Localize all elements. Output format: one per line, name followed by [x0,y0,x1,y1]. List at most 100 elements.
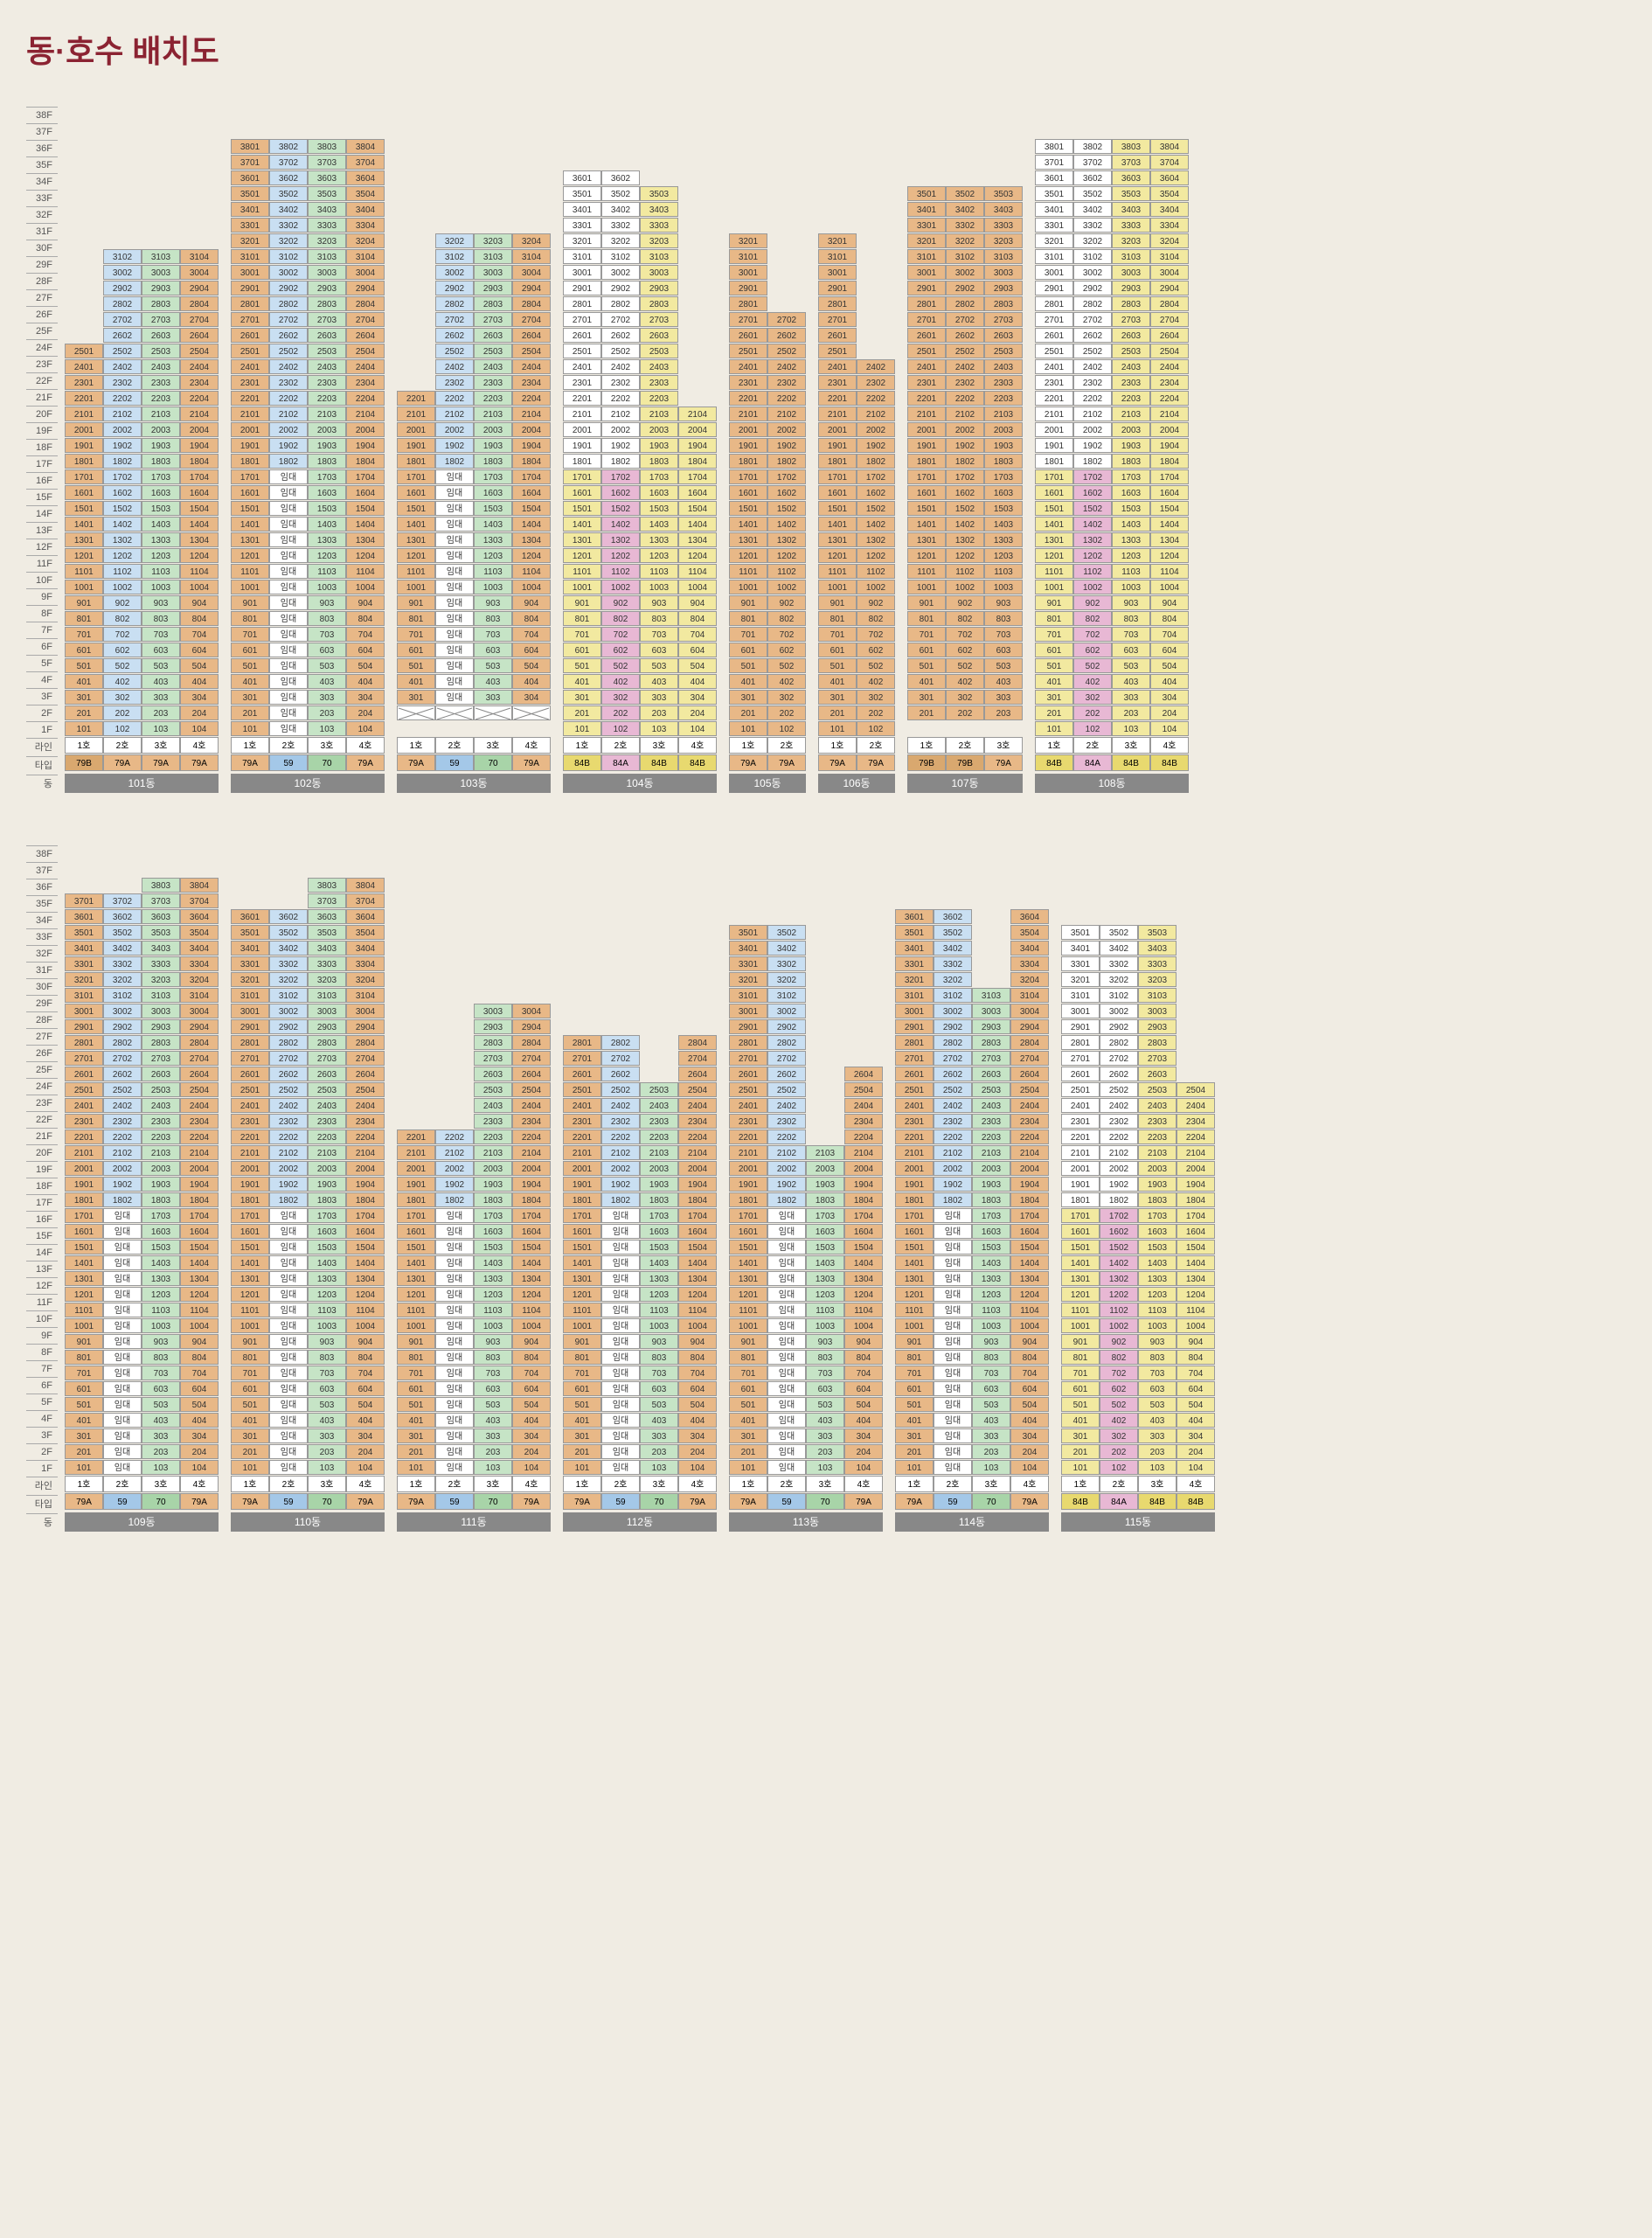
unit: 3102 [1073,249,1112,264]
unit: 2503 [142,344,180,358]
unit: 임대 [103,1381,142,1396]
unit: 임대 [269,1381,308,1396]
unit: 903 [972,1334,1010,1349]
unit [512,155,551,170]
unit: 1501 [231,1240,269,1255]
unit: 2202 [435,391,474,406]
unit: 803 [308,611,346,626]
unit: 503 [806,1397,844,1412]
unit: 3501 [907,186,946,201]
unit: 임대 [767,1460,806,1475]
type-label: 79A [984,754,1023,771]
unit: 804 [844,1350,883,1365]
unit: 1202 [767,548,806,563]
unit: 2504 [346,1082,385,1097]
floor-axis-label: 38F [26,845,58,862]
unit: 2102 [103,407,142,421]
unit: 임대 [435,548,474,563]
unit: 804 [678,611,717,626]
unit: 2102 [767,407,806,421]
unit: 3804 [346,139,385,154]
unit [678,893,717,908]
unit: 1702 [601,469,640,484]
unit: 2501 [231,344,269,358]
unit: 1901 [231,438,269,453]
unit [103,233,142,248]
unit: 2302 [1073,375,1112,390]
unit: 1303 [142,1271,180,1286]
unit: 3404 [346,941,385,956]
unit [844,1004,883,1018]
unit: 2502 [1100,1082,1138,1097]
unit: 임대 [269,1224,308,1239]
unit: 401 [1035,674,1073,689]
unit [397,359,435,374]
unit: 1301 [1061,1271,1100,1286]
building-name: 114동 [895,1512,1049,1532]
unit: 901 [397,1334,435,1349]
unit: 801 [907,611,946,626]
unit: 1301 [563,1271,601,1286]
unit: 2401 [729,1098,767,1113]
unit: 401 [729,674,767,689]
unit: 1701 [729,1208,767,1223]
unit: 201 [231,1444,269,1459]
unit [474,893,512,908]
unit: 2604 [346,328,385,343]
unit: 304 [1150,690,1189,705]
unit [678,359,717,374]
unit: 3801 [1035,139,1073,154]
unit: 2702 [767,1051,806,1066]
unit: 1303 [474,532,512,547]
unit: 2002 [435,1161,474,1176]
unit: 2504 [346,344,385,358]
unit: 1604 [180,485,219,500]
unit: 3702 [1073,155,1112,170]
unit: 901 [231,595,269,610]
unit [984,155,1023,170]
unit: 1004 [678,1318,717,1333]
unit [563,1004,601,1018]
unit: 1602 [767,485,806,500]
floor-axis-label: 11F [26,1294,58,1310]
unit: 501 [397,658,435,673]
unit: 3104 [180,249,219,264]
unit [678,375,717,390]
unit: 1101 [231,1303,269,1317]
type-label: 79A [512,754,551,771]
unit [180,155,219,170]
unit [1177,893,1215,908]
unit: 3002 [934,1004,972,1018]
unit: 103 [1138,1460,1177,1475]
unit: 2802 [1100,1035,1138,1050]
unit: 3401 [895,941,934,956]
unit: 3201 [907,233,946,248]
unit: 1203 [308,548,346,563]
unit: 3202 [1073,233,1112,248]
unit: 1104 [1177,1303,1215,1317]
floor-axis-label: 18F [26,439,58,455]
unit: 804 [1010,1350,1049,1365]
unit: 임대 [269,1460,308,1475]
unit: 104 [1010,1460,1049,1475]
type-label: 59 [934,1493,972,1510]
unit: 1003 [474,580,512,594]
unit: 401 [65,1413,103,1428]
unit: 3704 [180,893,219,908]
unit: 904 [1177,1334,1215,1349]
unit [767,202,806,217]
unit: 3602 [269,170,308,185]
unit: 2801 [563,296,601,311]
unit: 2204 [512,1129,551,1144]
unit: 2701 [818,312,857,327]
unit: 2502 [601,344,640,358]
unit: 1901 [895,1177,934,1192]
unit: 1601 [907,485,946,500]
unit: 501 [907,658,946,673]
unit: 2404 [180,1098,219,1113]
unit [397,972,435,987]
unit: 1904 [1177,1177,1215,1192]
unit: 2604 [1010,1067,1049,1081]
unit: 1802 [601,454,640,469]
unit: 3301 [895,956,934,971]
